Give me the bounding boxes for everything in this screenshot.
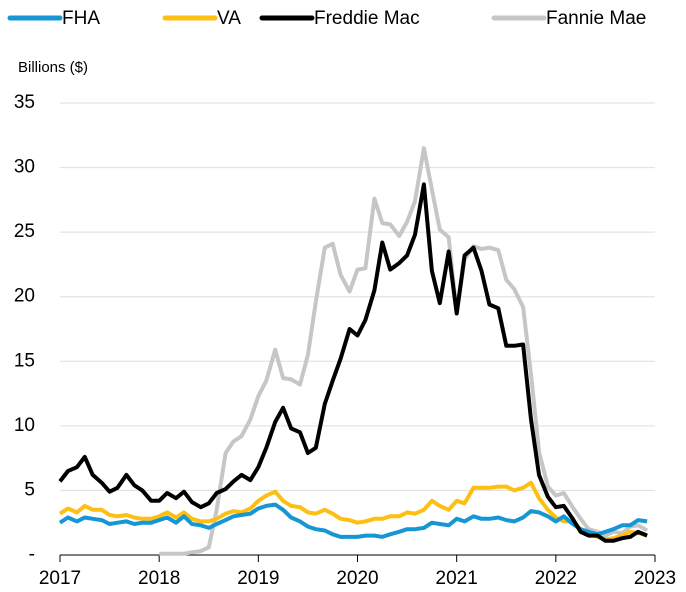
y-tick-label: 35 bbox=[14, 92, 35, 113]
x-tick-label: 2019 bbox=[237, 568, 279, 589]
x-tick-label: 2022 bbox=[535, 568, 577, 589]
series-line bbox=[58, 480, 648, 542]
y-tick-label: - bbox=[29, 544, 35, 565]
y-tick-label: 30 bbox=[14, 157, 35, 178]
y-tick-label: 5 bbox=[24, 479, 35, 500]
x-tick-label: 2017 bbox=[39, 568, 81, 589]
x-tick-label: 2018 bbox=[138, 568, 180, 589]
series-line bbox=[58, 502, 648, 539]
y-tick-label: 15 bbox=[14, 350, 35, 371]
y-tick-label: 20 bbox=[14, 286, 35, 307]
y-tick-label: 25 bbox=[14, 221, 35, 242]
legend-label: FHA bbox=[62, 8, 100, 29]
x-tick-label: 2023 bbox=[634, 568, 676, 589]
legend-label: Freddie Mac bbox=[314, 8, 420, 29]
legend-label: Fannie Mae bbox=[546, 8, 646, 29]
series-line bbox=[58, 182, 648, 543]
x-tick-label: 2021 bbox=[436, 568, 478, 589]
series-line bbox=[159, 146, 649, 556]
x-tick-label: 2020 bbox=[336, 568, 378, 589]
legend-label: VA bbox=[217, 8, 241, 29]
y-tick-label: 10 bbox=[14, 415, 35, 436]
y-axis-label: Billions ($) bbox=[18, 59, 88, 76]
